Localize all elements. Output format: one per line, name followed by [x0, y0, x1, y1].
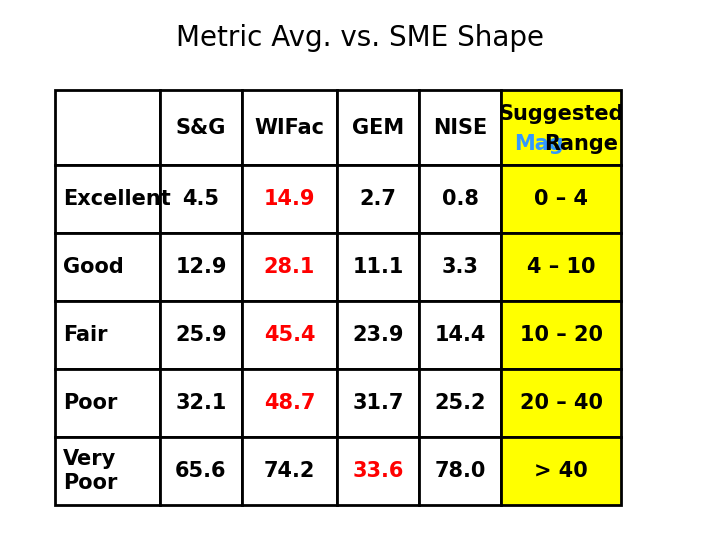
Text: > 40: > 40 — [534, 461, 588, 481]
Text: Metric Avg. vs. SME Shape: Metric Avg. vs. SME Shape — [176, 24, 544, 52]
Text: 78.0: 78.0 — [434, 461, 486, 481]
Bar — [501, 301, 621, 369]
Text: Very
Poor: Very Poor — [63, 449, 117, 492]
Text: 3.3: 3.3 — [441, 257, 478, 277]
Text: 20 – 40: 20 – 40 — [520, 393, 603, 413]
Bar — [160, 90, 242, 165]
Text: 11.1: 11.1 — [352, 257, 404, 277]
Bar — [337, 233, 419, 301]
Text: 10 – 20: 10 – 20 — [520, 325, 603, 345]
Bar — [419, 90, 501, 165]
Text: 4.5: 4.5 — [182, 189, 220, 209]
Text: 32.1: 32.1 — [175, 393, 227, 413]
Bar — [242, 233, 337, 301]
Bar — [419, 165, 501, 233]
Bar — [55, 437, 160, 505]
Text: 0 – 4: 0 – 4 — [534, 189, 588, 209]
Bar — [337, 301, 419, 369]
Bar — [160, 301, 242, 369]
Bar — [419, 437, 501, 505]
Bar — [242, 437, 337, 505]
Text: 25.2: 25.2 — [434, 393, 486, 413]
Bar — [337, 369, 419, 437]
Bar — [242, 165, 337, 233]
Text: 12.9: 12.9 — [175, 257, 227, 277]
Bar — [55, 165, 160, 233]
Text: Suggested: Suggested — [498, 104, 624, 124]
Bar — [55, 90, 160, 165]
Text: 45.4: 45.4 — [264, 325, 315, 345]
Bar — [242, 301, 337, 369]
Text: NISE: NISE — [433, 118, 487, 138]
Bar — [337, 90, 419, 165]
Text: 0.8: 0.8 — [441, 189, 478, 209]
Bar — [337, 165, 419, 233]
Bar — [419, 301, 501, 369]
Text: Poor: Poor — [63, 393, 117, 413]
Text: 14.4: 14.4 — [434, 325, 486, 345]
Bar — [55, 369, 160, 437]
Text: WIFac: WIFac — [254, 118, 325, 138]
Bar — [419, 233, 501, 301]
Bar — [501, 369, 621, 437]
Text: 31.7: 31.7 — [352, 393, 404, 413]
Text: GEM: GEM — [352, 118, 404, 138]
Bar — [242, 90, 337, 165]
Text: Good: Good — [63, 257, 124, 277]
Text: Range: Range — [544, 134, 618, 154]
Bar — [160, 233, 242, 301]
Bar — [160, 165, 242, 233]
Text: 33.6: 33.6 — [352, 461, 404, 481]
Text: 65.6: 65.6 — [175, 461, 227, 481]
Text: 23.9: 23.9 — [352, 325, 404, 345]
Text: 48.7: 48.7 — [264, 393, 315, 413]
Text: 4 – 10: 4 – 10 — [527, 257, 595, 277]
Bar — [419, 369, 501, 437]
Text: 14.9: 14.9 — [264, 189, 315, 209]
Bar — [501, 437, 621, 505]
Bar — [55, 233, 160, 301]
Bar — [501, 165, 621, 233]
Text: S&G: S&G — [176, 118, 226, 138]
Text: 28.1: 28.1 — [264, 257, 315, 277]
Text: Excellent: Excellent — [63, 189, 171, 209]
Bar — [501, 233, 621, 301]
Bar — [160, 437, 242, 505]
Text: Mag: Mag — [514, 134, 564, 154]
Text: 74.2: 74.2 — [264, 461, 315, 481]
Bar — [55, 301, 160, 369]
Bar — [337, 437, 419, 505]
Text: Fair: Fair — [63, 325, 107, 345]
Text: 2.7: 2.7 — [359, 189, 397, 209]
Bar — [160, 369, 242, 437]
Bar — [242, 369, 337, 437]
Bar — [501, 90, 621, 165]
Text: 25.9: 25.9 — [175, 325, 227, 345]
